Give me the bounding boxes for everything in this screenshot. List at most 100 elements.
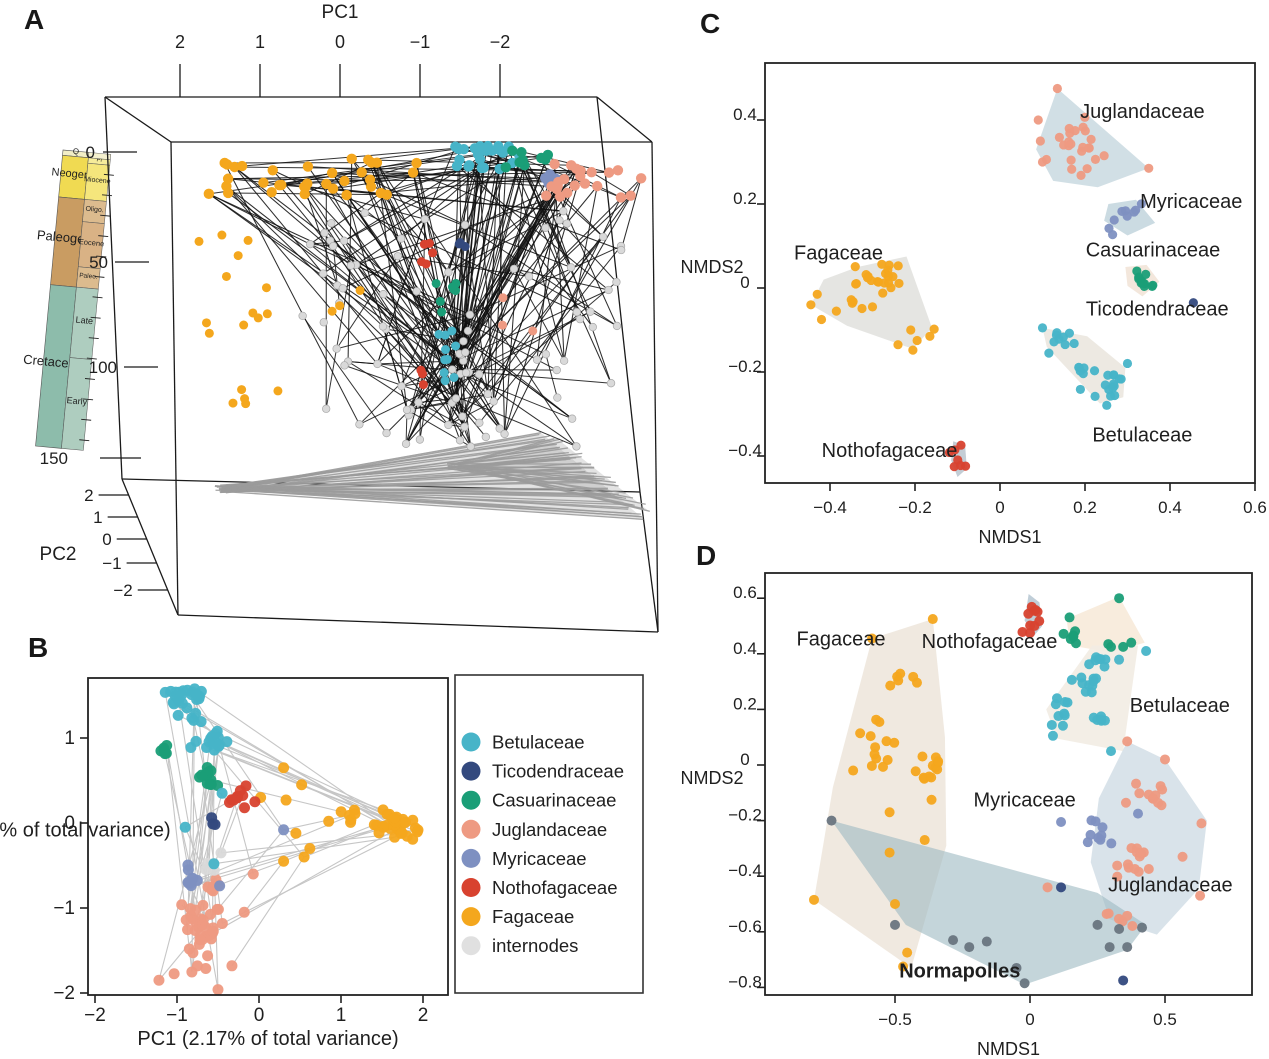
time-axis: 0 50 100 150 (40, 143, 158, 468)
legend-label-ticodendraceae: Ticodendraceae (492, 761, 624, 782)
pB-x-tick-label: 0 (254, 1005, 265, 1026)
pB-y-axis-title: PC2 (1.23% of total variance) (0, 820, 171, 842)
pD-label-betulaceae: Betulaceae (1130, 695, 1230, 717)
pD-hull-betulaceae (1046, 645, 1138, 752)
pD-label-normapolles: Normapolles (899, 961, 1020, 983)
epoch-label-Late: Late (75, 315, 93, 327)
epoch-label-Miocene: Miocene (84, 176, 111, 185)
pC-x-tick-label: 0.2 (1073, 498, 1097, 517)
pc1-tick-label: 0 (335, 32, 345, 52)
time-tick-label: 50 (89, 253, 108, 272)
legend-swatch-internodes (461, 936, 481, 956)
pC-y-tick-label: 0.4 (733, 105, 757, 124)
epoch-label-Pl: Pl (96, 157, 102, 163)
legend-label-myricaceae: Myricaceae (492, 848, 587, 869)
panel-b-letter: B (28, 632, 49, 663)
pB-x-tick-label: 2 (418, 1005, 429, 1026)
pC-y-tick-label: 0.2 (733, 189, 757, 208)
internode-points (298, 207, 626, 451)
pD-label-juglandaceae: Juglandaceae (1108, 874, 1233, 896)
legend-label-betulaceae: Betulaceae (492, 732, 585, 753)
legend-label-internodes: internodes (492, 935, 578, 956)
pB-y-tick-label: −2 (53, 983, 75, 1004)
pC-label-fagaceae: Fagaceae (794, 242, 883, 264)
pD-x-axis-title: NMDS1 (977, 1039, 1040, 1059)
pC-plot-frame (764, 62, 1256, 484)
pB-x-tick-label: 1 (336, 1005, 347, 1026)
pc1-tick-label: −1 (410, 32, 431, 52)
pC-y-tick-label: 0 (740, 273, 749, 292)
legend-label-juglandaceae: Juglandaceae (492, 819, 607, 840)
legend-swatch-myricaceae (461, 848, 481, 868)
pD-plot-frame (764, 572, 1253, 996)
basal-tree-shadow (214, 432, 650, 520)
legend-label-casuarinaceae: Casuarinaceae (492, 790, 616, 811)
pC-x-tick-label: −0.4 (813, 498, 847, 517)
panel-c-nmds-extant: −0.4 −0.2 0 0.2 0.4 0.6 NMDS1 0.4 0.2 0 −0.2 −0.4 NM… (680, 62, 1267, 547)
pC-x-tick-label: 0 (995, 498, 1004, 517)
tip-points (203, 140, 647, 203)
epoch-band-Early (61, 357, 93, 451)
pD-label-fagaceae: Fagaceae (797, 628, 886, 650)
pc2-tick-label: 0 (102, 530, 111, 549)
pB-y-tick-label: 1 (64, 728, 75, 749)
pC-label-nothofagaceae: Nothofagaceae (822, 440, 958, 462)
legend-swatch-casuarinaceae (461, 790, 481, 810)
pc1-tick-label: 2 (175, 32, 185, 52)
pC-label-juglandaceae: Juglandaceae (1080, 101, 1205, 123)
pD-y-axis: 0.6 0.4 0.2 0 −0.2 −0.4 −0.6 −0.8 NMDS2 (680, 583, 765, 991)
pC-x-axis: −0.4 −0.2 0 0.2 0.4 0.6 NMDS1 (813, 483, 1267, 547)
pD-hull-normapolles (831, 820, 1147, 985)
pB-x-tick-label: −2 (84, 1005, 106, 1026)
pc2-tick-label: −2 (113, 581, 132, 600)
pC-x-tick-label: 0.6 (1243, 498, 1267, 517)
pC-x-tick-label: −0.2 (898, 498, 932, 517)
pc1-tick-label: −2 (490, 32, 511, 52)
pC-y-tick-label: −0.2 (728, 357, 762, 376)
pc2-axis-title: PC2 (40, 544, 77, 565)
pc2-tick-label: −1 (102, 554, 121, 573)
legend-frame (454, 674, 644, 994)
panel-a-letter: A (24, 4, 45, 35)
pC-y-axis: 0.4 0.2 0 −0.2 −0.4 NMDS2 (680, 105, 765, 460)
pD-x-axis: −0.5 0 0.5 NMDS1 (878, 995, 1177, 1059)
pc1-axis: PC1 2 1 0 −1 −2 (175, 2, 510, 97)
panel-c-letter: C (700, 8, 721, 39)
pC-label-myricaceae: Myricaceae (1140, 191, 1242, 213)
epoch-label-Paleo.: Paleo. (79, 272, 98, 281)
pc2-tick-label: 2 (84, 486, 93, 505)
pD-hull-juglandaceae (1090, 741, 1207, 935)
pC-x-tick-label: 0.4 (1158, 498, 1182, 517)
era-label-Neogene: Neogene (51, 166, 97, 182)
pD-y-axis-title: NMDS2 (680, 768, 743, 788)
legend-label-nothofagaceae: Nothofagaceae (492, 877, 618, 898)
pD-y-tick-label: 0.4 (733, 639, 757, 658)
pC-label-betulaceae: Betulaceae (1092, 424, 1192, 446)
legend-label-fagaceae: Fagaceae (492, 906, 574, 927)
panel-a-3d-phylomorphospace: QNeogenePaleogeneCretaceousPlMioceneOlig… (23, 2, 659, 633)
interior-family-points (194, 230, 538, 409)
pB-y-tick-label: −1 (53, 898, 75, 919)
pC-label-casuarinaceae: Casuarinaceae (1086, 240, 1221, 262)
pB-x-axis-title: PC1 (2.17% of total variance) (137, 1028, 398, 1050)
legend-swatch-juglandaceae (461, 819, 481, 839)
pD-y-tick-label: −0.6 (728, 917, 762, 936)
pB-y-axis: 1 0 −1 −2 PC2 (1.23% of total variance) (0, 728, 171, 1004)
pC-y-tick-label: −0.4 (728, 441, 762, 460)
pB-plot-frame (87, 677, 449, 996)
pD-y-tick-label: 0 (740, 750, 749, 769)
pB-x-axis: −2 −1 0 1 2 PC1 (2.17% of total variance) (84, 995, 428, 1050)
pD-x-tick-label: 0.5 (1153, 1010, 1177, 1029)
time-tick-label: 100 (89, 358, 117, 377)
pB-data-points (153, 683, 424, 996)
pc1-axis-title: PC1 (322, 2, 359, 23)
legend: Betulaceae Ticodendraceae Casuarinaceae Jug… (454, 674, 644, 994)
pD-y-tick-label: −0.4 (728, 861, 762, 880)
pC-label-ticodendraceae: Ticodendraceae (1086, 298, 1229, 320)
pD-y-tick-label: 0.2 (733, 694, 757, 713)
pD-x-tick-label: −0.5 (878, 1010, 912, 1029)
pB-x-tick-label: −1 (166, 1005, 188, 1026)
pc2-axis: PC2 210 −1 −2 (40, 486, 168, 600)
